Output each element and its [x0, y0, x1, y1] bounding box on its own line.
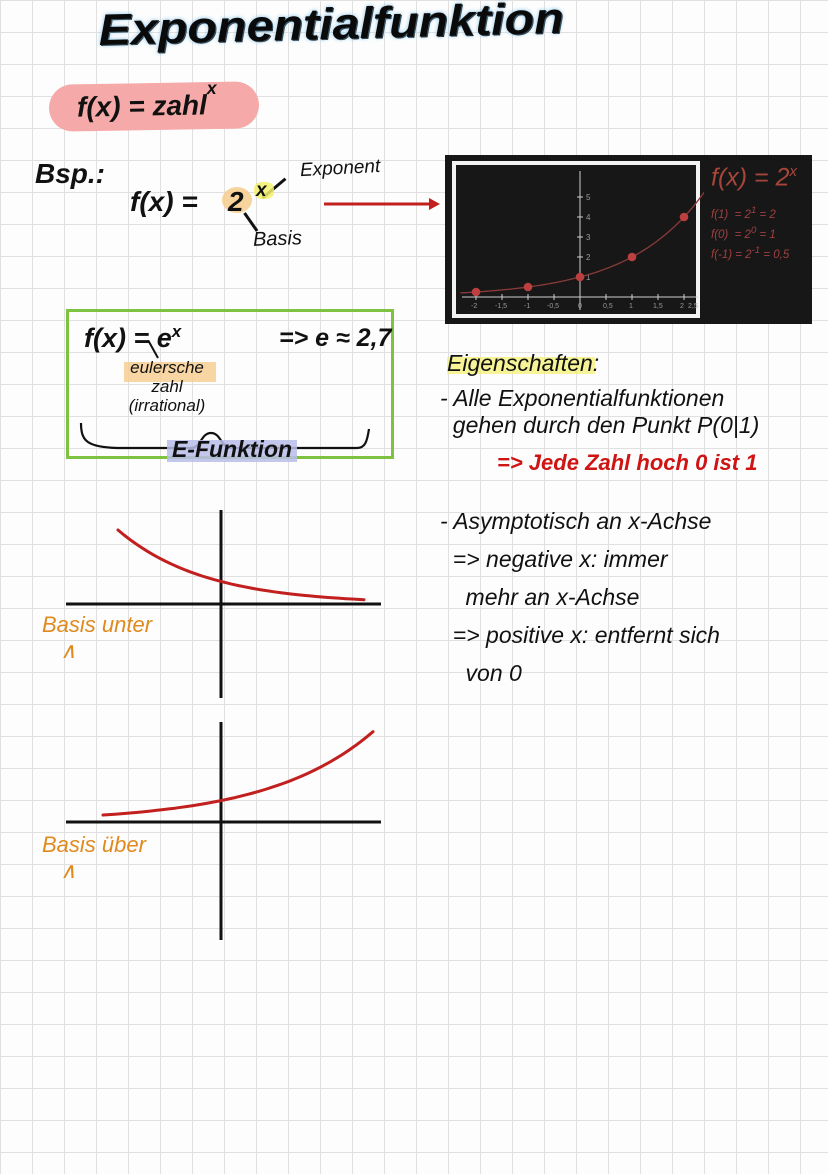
svg-text:2: 2: [680, 303, 684, 310]
svg-text:-2: -2: [471, 303, 477, 310]
svg-text:0,5: 0,5: [603, 303, 613, 310]
svg-text:1,5: 1,5: [653, 303, 663, 310]
svg-text:1: 1: [629, 303, 633, 310]
svg-text:-1: -1: [524, 303, 530, 310]
svg-text:2,5: 2,5: [688, 303, 698, 310]
svg-text:-0,5: -0,5: [547, 303, 559, 310]
svg-text:3: 3: [586, 233, 591, 242]
svg-text:4: 4: [586, 213, 591, 222]
svg-text:-1,5: -1,5: [495, 303, 507, 310]
svg-text:0: 0: [578, 303, 582, 310]
svg-text:2: 2: [586, 253, 591, 262]
svg-text:5: 5: [586, 193, 591, 202]
